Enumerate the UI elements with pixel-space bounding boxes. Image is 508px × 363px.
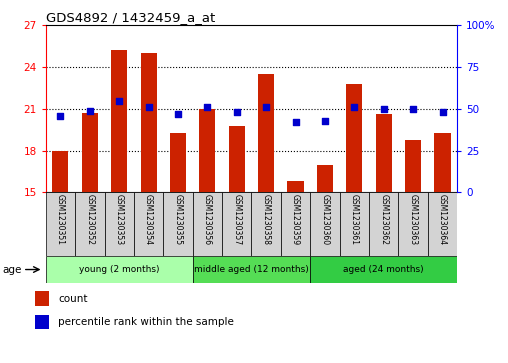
Text: GSM1230364: GSM1230364 [438, 194, 447, 245]
Bar [222, 192, 251, 256]
Bar [52, 151, 69, 192]
Point [115, 98, 123, 103]
Point [86, 108, 94, 114]
Point [438, 109, 447, 115]
Text: GSM1230351: GSM1230351 [56, 194, 65, 245]
Bar [317, 164, 333, 192]
Bar [398, 192, 428, 256]
Bar [346, 84, 362, 192]
Bar [369, 192, 398, 256]
Bar [193, 256, 310, 283]
Text: count: count [58, 294, 88, 303]
Bar [258, 74, 274, 192]
Text: GSM1230358: GSM1230358 [262, 194, 271, 245]
Point [262, 104, 270, 110]
Point [233, 109, 241, 115]
Text: young (2 months): young (2 months) [79, 265, 160, 274]
Bar [229, 126, 245, 192]
Bar [163, 192, 193, 256]
Bar [375, 114, 392, 192]
Text: GSM1230355: GSM1230355 [173, 194, 182, 245]
Bar [46, 192, 75, 256]
Text: GSM1230363: GSM1230363 [408, 194, 418, 245]
Text: GSM1230359: GSM1230359 [291, 194, 300, 245]
Bar [434, 132, 451, 192]
Bar [288, 181, 304, 192]
Point [409, 106, 417, 112]
Text: GSM1230362: GSM1230362 [379, 194, 388, 245]
Bar [75, 192, 105, 256]
Text: GSM1230353: GSM1230353 [115, 194, 124, 245]
Text: aged (24 months): aged (24 months) [343, 265, 424, 274]
Bar [35, 291, 49, 306]
Bar [105, 192, 134, 256]
Text: middle aged (12 months): middle aged (12 months) [194, 265, 309, 274]
Point [351, 104, 359, 110]
Text: percentile rank within the sample: percentile rank within the sample [58, 317, 234, 327]
Point [379, 106, 388, 112]
Bar [82, 113, 98, 192]
Bar [170, 132, 186, 192]
Bar [251, 192, 281, 256]
Bar [111, 50, 128, 192]
Text: GSM1230352: GSM1230352 [85, 194, 94, 245]
Bar [281, 192, 310, 256]
Point [292, 119, 300, 125]
Bar [35, 315, 49, 329]
Bar [428, 192, 457, 256]
Text: age: age [3, 265, 22, 274]
Point [174, 111, 182, 117]
Text: GDS4892 / 1432459_a_at: GDS4892 / 1432459_a_at [46, 11, 215, 24]
Bar [46, 256, 193, 283]
Text: GSM1230361: GSM1230361 [350, 194, 359, 245]
Text: GSM1230356: GSM1230356 [203, 194, 212, 245]
Bar [340, 192, 369, 256]
Point [321, 118, 329, 123]
Bar [310, 192, 340, 256]
Bar [310, 256, 457, 283]
Text: GSM1230360: GSM1230360 [321, 194, 330, 245]
Text: GSM1230357: GSM1230357 [232, 194, 241, 245]
Text: GSM1230354: GSM1230354 [144, 194, 153, 245]
Point [56, 113, 65, 118]
Bar [405, 139, 421, 192]
Bar [193, 192, 222, 256]
Point [144, 104, 152, 110]
Bar [134, 192, 163, 256]
Point [203, 104, 211, 110]
Bar [141, 53, 156, 192]
Bar [199, 109, 215, 192]
